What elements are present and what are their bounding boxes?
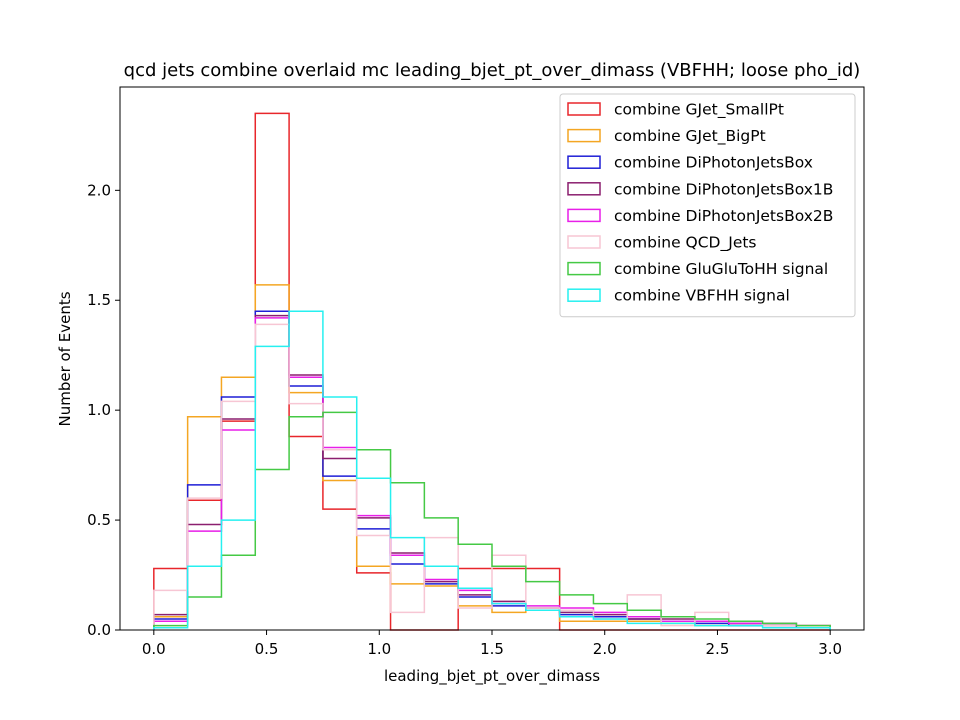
y-tick-label: 1.5 <box>87 291 111 309</box>
legend-label: combine DiPhotonJetsBox1B <box>614 180 833 198</box>
y-tick-label: 0.0 <box>87 621 111 639</box>
series-7-step-line <box>153 310 831 630</box>
legend-label: combine QCD_Jets <box>614 234 757 253</box>
y-tick-label: 2.0 <box>87 181 111 199</box>
legend-label: combine GluGluToHH signal <box>614 260 828 278</box>
legend-label: combine VBFHH signal <box>614 287 790 305</box>
x-axis: 0.0 0.5 1.0 1.5 2.0 2.5 3.0 <box>142 630 842 658</box>
legend-swatch <box>567 235 601 249</box>
x-tick-label: 1.0 <box>367 640 391 658</box>
legend-swatch <box>567 261 601 276</box>
legend-swatch <box>567 155 601 169</box>
x-tick-label: 2.0 <box>593 640 617 658</box>
legend-swatch <box>567 182 601 196</box>
chart-title: qcd jets combine overlaid mc leading_bje… <box>124 60 861 81</box>
x-tick-label: 1.5 <box>480 640 504 658</box>
x-tick-label: 0.5 <box>255 640 279 658</box>
series-layer <box>153 112 831 631</box>
legend-label: combine GJet_BigPt <box>614 127 766 146</box>
x-axis-title: leading_bjet_pt_over_dimass <box>384 667 600 686</box>
legend-label: combine GJet_SmallPt <box>614 101 784 120</box>
x-tick-label: 2.5 <box>706 640 730 658</box>
legend-swatch <box>567 128 601 143</box>
y-tick-label: 0.5 <box>87 511 111 529</box>
legend-label: combine DiPhotonJetsBox2B <box>614 207 833 225</box>
x-tick-label: 3.0 <box>818 640 842 658</box>
y-tick-label: 1.0 <box>87 401 111 419</box>
x-tick-label: 0.0 <box>142 640 166 658</box>
legend-swatch <box>567 102 601 116</box>
y-axis: 0.0 0.5 1.0 1.5 2.0 <box>87 181 120 639</box>
legend-swatch <box>567 208 601 223</box>
legend-box <box>559 93 856 318</box>
legend-label: combine DiPhotonJetsBox <box>614 154 813 172</box>
legend-swatch <box>567 288 601 302</box>
y-axis-title: Number of Events <box>56 291 74 426</box>
